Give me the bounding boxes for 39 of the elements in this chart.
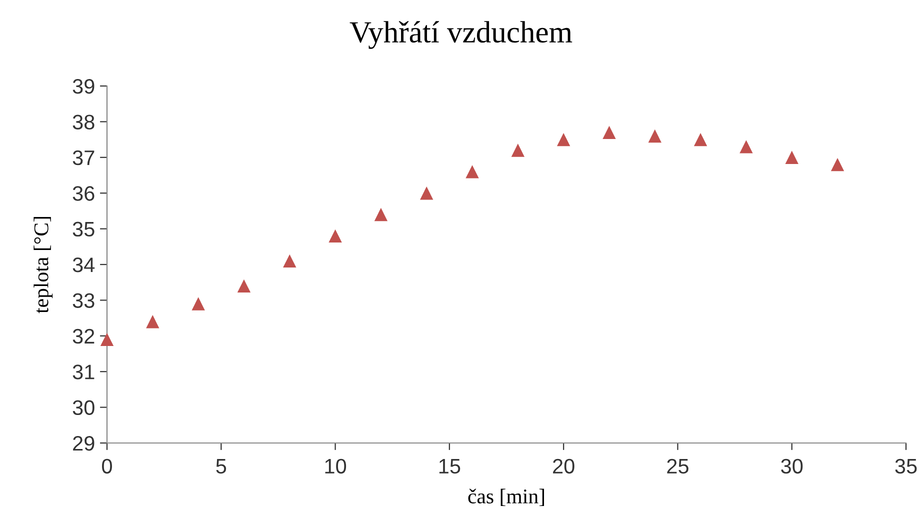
x-axis-title: čas [min] (468, 488, 544, 506)
y-axis-title: teplota [°C] (34, 217, 53, 314)
y-tick-label: 38 (72, 114, 94, 130)
y-tick-label: 33 (72, 293, 94, 308)
y-tick-label: 31 (72, 364, 94, 380)
point (830, 158, 844, 172)
y-tick-label: 34 (72, 258, 95, 272)
point (602, 126, 616, 139)
y-tick-label: 39 (72, 79, 94, 94)
point (283, 254, 296, 268)
point (466, 165, 479, 178)
y-tick-label: 37 (72, 150, 94, 166)
point (237, 279, 251, 293)
chart-title: Vyhřátí vzduchem (350, 21, 572, 49)
y-tick-label: 29 (73, 436, 94, 451)
point (694, 132, 708, 146)
point (511, 144, 524, 157)
point (192, 297, 205, 310)
x-tick-label: 15 (439, 459, 460, 474)
point (740, 140, 753, 154)
x-tick-label: 5 (216, 459, 226, 474)
point (648, 129, 662, 143)
x-tick-label: 10 (325, 458, 346, 474)
point (328, 229, 342, 243)
y-tick-label: 30 (72, 400, 94, 416)
y-tick-label: 32 (72, 328, 94, 344)
x-tick-label: 25 (667, 458, 688, 474)
point (785, 150, 798, 164)
point (100, 332, 114, 346)
x-tick-label: 35 (895, 458, 917, 474)
point (556, 132, 570, 146)
point (420, 186, 434, 200)
x-tick-label: 0 (102, 458, 112, 474)
y-tick-label: 36 (72, 186, 94, 201)
y-tick-label: 35 (72, 222, 94, 237)
point (146, 315, 160, 328)
point (374, 208, 388, 222)
x-tick-label: 20 (553, 458, 574, 474)
x-tick-label: 30 (781, 458, 803, 474)
